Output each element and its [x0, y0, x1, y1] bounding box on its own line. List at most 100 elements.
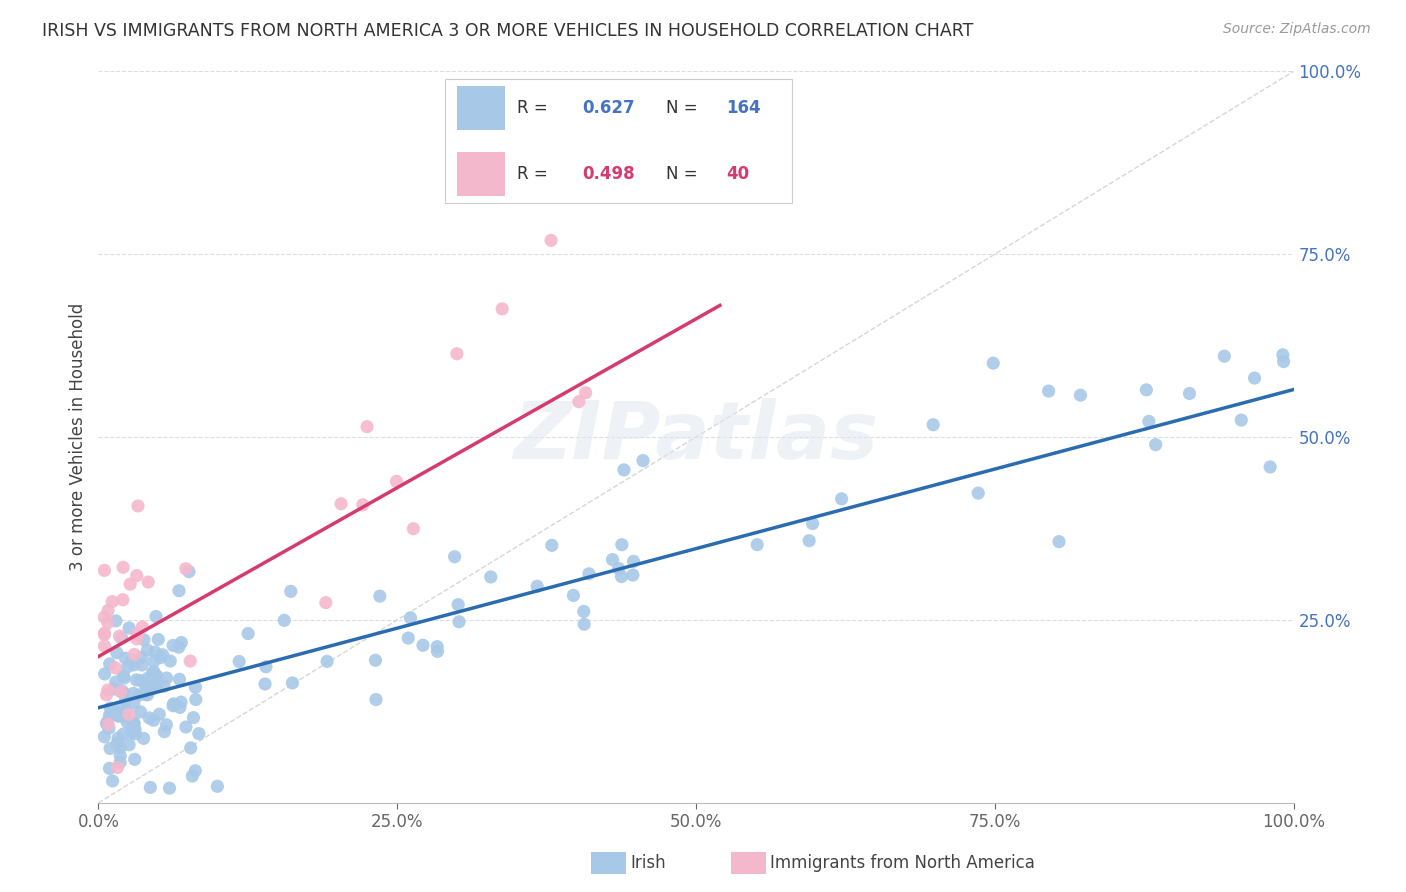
Text: R =: R = — [517, 165, 553, 183]
Point — [167, 640, 190, 654]
Point — [135, 679, 157, 693]
Point — [162, 697, 184, 711]
Point — [107, 708, 129, 723]
Point — [145, 669, 167, 683]
Point — [399, 611, 422, 625]
Point — [124, 648, 146, 662]
Point — [98, 701, 121, 715]
Point — [831, 491, 853, 506]
Point — [125, 632, 148, 646]
Point — [145, 609, 167, 624]
Point — [364, 653, 387, 667]
Point — [115, 714, 138, 729]
Point — [142, 655, 165, 669]
Point — [148, 707, 170, 722]
Point — [967, 486, 990, 500]
Point — [105, 706, 128, 720]
Point — [1144, 438, 1167, 452]
Point — [613, 463, 636, 477]
Point — [207, 780, 229, 794]
Text: N =: N = — [666, 165, 703, 183]
Bar — [457, 152, 505, 195]
Point — [124, 752, 146, 766]
Point — [128, 688, 150, 702]
Point — [97, 615, 120, 630]
Point — [93, 563, 115, 577]
Point — [138, 711, 160, 725]
Point — [159, 781, 181, 796]
Point — [110, 685, 132, 699]
Point — [104, 675, 127, 690]
Point — [184, 692, 207, 706]
Point — [184, 764, 207, 778]
Point — [352, 498, 374, 512]
Point — [1038, 384, 1060, 398]
Point — [228, 655, 250, 669]
Point — [114, 651, 136, 665]
Point — [122, 716, 145, 731]
Point — [93, 627, 115, 641]
Point — [623, 554, 645, 568]
Point — [131, 620, 153, 634]
Text: Immigrants from North America: Immigrants from North America — [770, 854, 1035, 871]
Point — [136, 575, 159, 590]
Point — [183, 710, 205, 724]
Text: 0.627: 0.627 — [582, 99, 636, 117]
Point — [122, 686, 145, 700]
Point — [134, 687, 156, 701]
Point — [127, 499, 149, 513]
Point — [101, 594, 124, 608]
Point — [107, 760, 129, 774]
Point — [181, 769, 204, 783]
Point — [254, 659, 277, 673]
Text: N =: N = — [666, 99, 703, 117]
Point — [1272, 354, 1295, 368]
Point — [446, 347, 468, 361]
Point — [96, 688, 118, 702]
Point — [139, 780, 162, 795]
Point — [148, 632, 170, 647]
Point — [93, 639, 115, 653]
Point — [93, 667, 115, 681]
Point — [117, 660, 139, 674]
Text: IRISH VS IMMIGRANTS FROM NORTH AMERICA 3 OR MORE VEHICLES IN HOUSEHOLD CORRELATI: IRISH VS IMMIGRANTS FROM NORTH AMERICA 3… — [42, 22, 973, 40]
Point — [149, 650, 172, 665]
Point — [143, 645, 166, 659]
Point — [184, 680, 207, 694]
Point — [112, 727, 135, 741]
Point — [142, 666, 165, 681]
Point — [316, 654, 339, 668]
Point — [143, 676, 166, 690]
Text: Irish: Irish — [630, 854, 665, 871]
Point — [236, 626, 259, 640]
Point — [131, 650, 153, 665]
Point — [142, 713, 165, 727]
Point — [97, 604, 120, 618]
Point — [125, 627, 148, 641]
Point — [120, 725, 142, 739]
Y-axis label: 3 or more Vehicles in Household: 3 or more Vehicles in Household — [69, 303, 87, 571]
Point — [136, 688, 159, 702]
Point — [356, 419, 378, 434]
Point — [1213, 349, 1236, 363]
Point — [111, 700, 134, 714]
Point — [174, 720, 197, 734]
Point — [104, 661, 127, 675]
Point — [98, 741, 121, 756]
Point — [131, 658, 153, 673]
Point — [396, 631, 419, 645]
Point — [187, 726, 209, 740]
Point — [108, 709, 131, 723]
Point — [179, 654, 201, 668]
Point — [105, 736, 128, 750]
Point — [568, 394, 591, 409]
Point — [125, 568, 148, 582]
Point — [607, 561, 630, 575]
Point — [1243, 371, 1265, 385]
Point — [121, 654, 143, 668]
Point — [368, 589, 391, 603]
Point — [142, 665, 165, 679]
Point — [153, 724, 176, 739]
Point — [747, 538, 769, 552]
Point — [98, 761, 121, 775]
